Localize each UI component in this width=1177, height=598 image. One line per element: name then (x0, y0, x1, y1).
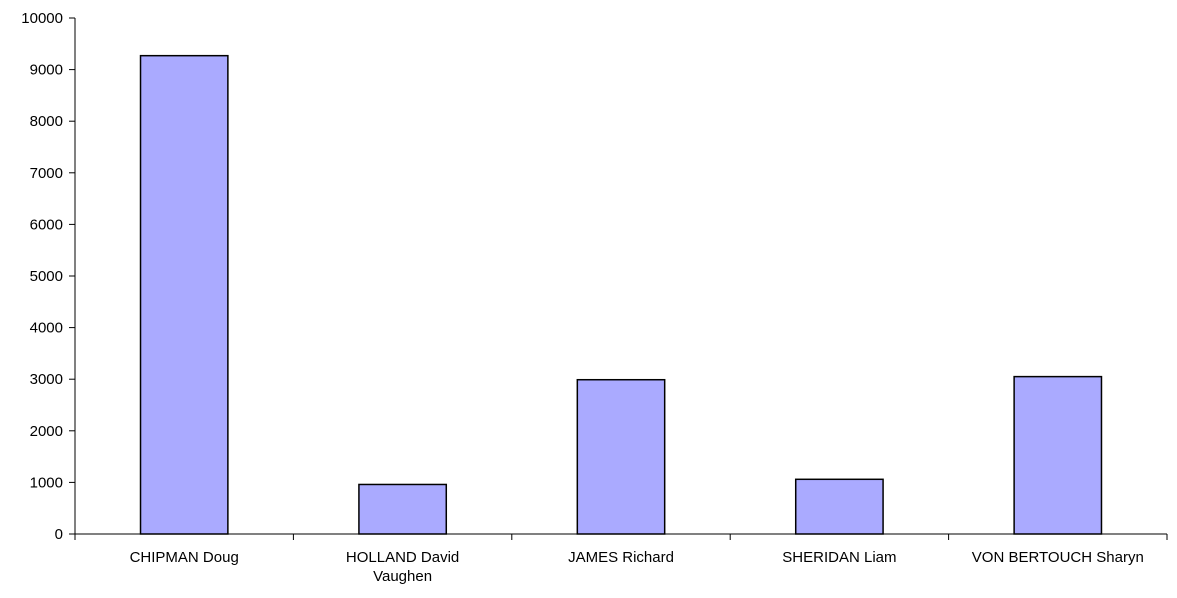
bar (139, 54, 229, 535)
x-tick-label: JAMES Richard (568, 549, 674, 566)
x-tick-label-line: VON BERTOUCH Sharyn (972, 549, 1144, 566)
y-tick-label: 10000 (21, 10, 63, 27)
x-tick-label-line: JAMES Richard (568, 549, 674, 566)
y-tick-label: 8000 (30, 113, 63, 130)
y-tick-label: 0 (55, 526, 63, 543)
y-tick-label: 5000 (30, 268, 63, 285)
bar (576, 378, 666, 535)
y-tick-label: 3000 (30, 371, 63, 388)
bar (1013, 375, 1103, 535)
y-tick-label: 2000 (30, 423, 63, 440)
y-axis: 0 1000 2000 3000 4000 5000 6000 7000 8000 9000 100… (21, 10, 76, 543)
bar (794, 478, 884, 535)
x-axis (74, 533, 1168, 540)
x-tick-label: CHIPMAN Doug (130, 549, 239, 566)
x-tick-label: VON BERTOUCH Sharyn (972, 549, 1144, 566)
x-tick-label-line: HOLLAND David (346, 549, 459, 566)
x-tick-labels: CHIPMAN Doug HOLLAND David Vaughen JAMES Ri… (130, 549, 1144, 585)
y-tick-label: 6000 (30, 216, 63, 233)
x-tick-label-line: CHIPMAN Doug (130, 549, 239, 566)
bar (358, 483, 448, 535)
x-tick-label: SHERIDAN Liam (782, 549, 896, 566)
y-tick-label: 1000 (30, 474, 63, 491)
x-tick-label-line: Vaughen (373, 568, 432, 585)
y-tick-label: 7000 (30, 165, 63, 182)
y-tick-label: 9000 (30, 62, 63, 79)
x-tick-label: HOLLAND David Vaughen (346, 549, 459, 585)
bars (139, 54, 1103, 535)
x-tick-label-line: SHERIDAN Liam (782, 549, 896, 566)
y-tick-label: 4000 (30, 320, 63, 337)
